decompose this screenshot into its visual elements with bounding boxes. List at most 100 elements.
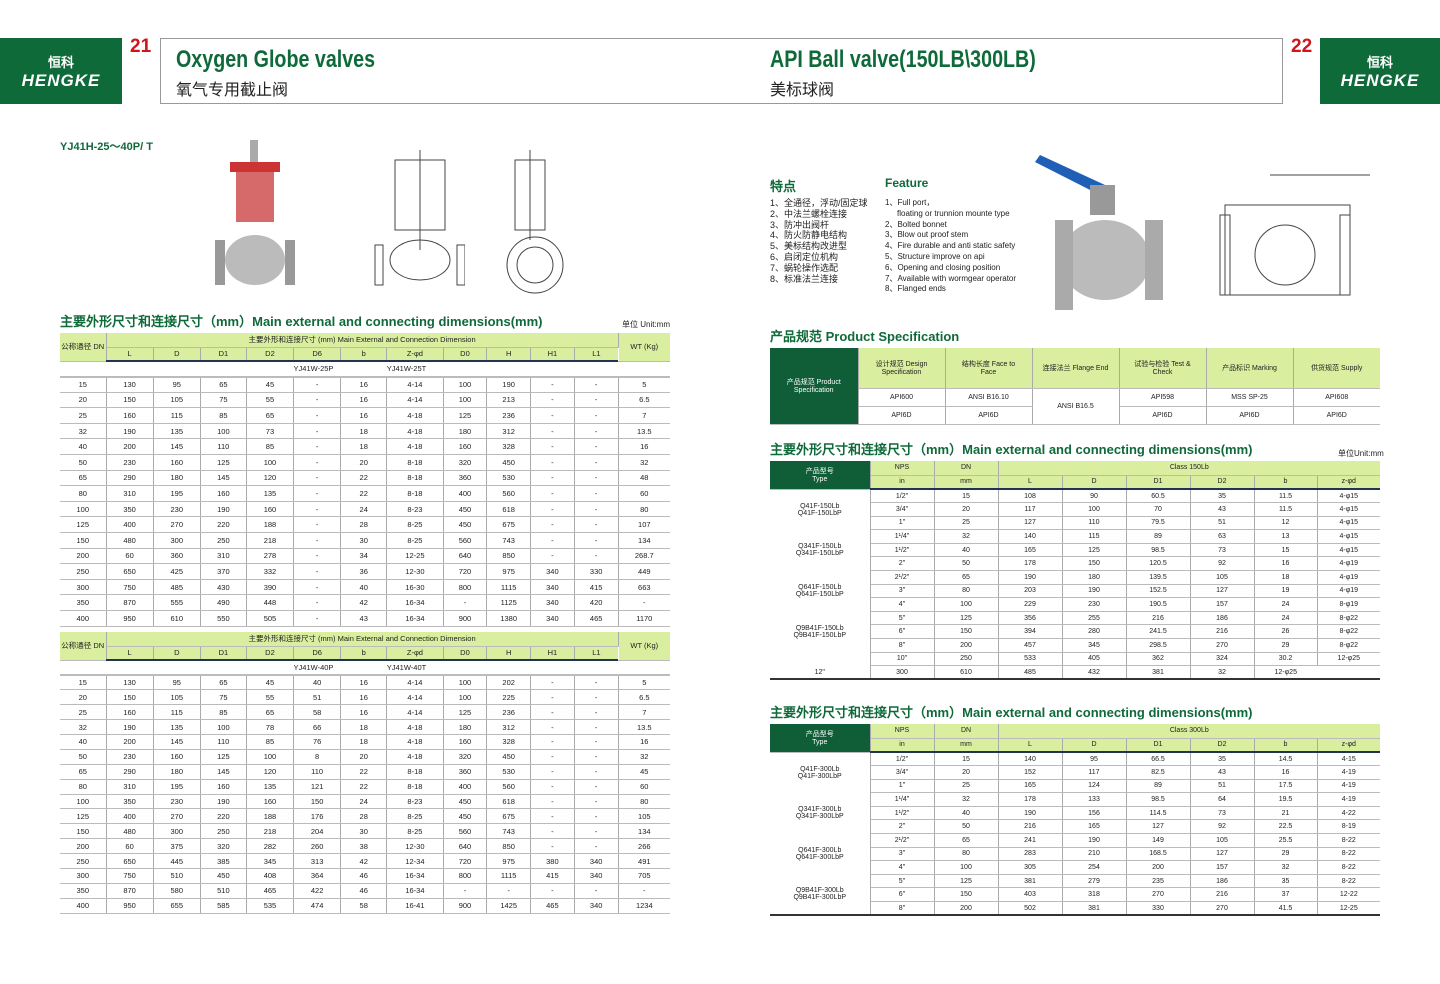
cell: 290 xyxy=(106,764,154,780)
cell: 60.5 xyxy=(1126,489,1191,504)
cell: 127 xyxy=(1190,847,1255,862)
cell: 60 xyxy=(106,838,154,855)
cell: 145 xyxy=(200,470,247,487)
cell: 4" xyxy=(870,597,935,612)
cell: 618 xyxy=(486,794,532,810)
cell: 320 xyxy=(200,838,247,855)
cell: 73 xyxy=(1190,543,1255,558)
feature-cn-item: 2、中法兰螺栓连接 xyxy=(770,208,848,219)
cell: 270 xyxy=(153,516,201,534)
cell: - xyxy=(574,749,619,765)
wt-header: WT (Kg) xyxy=(618,632,670,661)
hengke-logo: 恒科 HENGKE xyxy=(1320,38,1440,104)
cell: 90 xyxy=(1062,489,1127,504)
col-header: D2 xyxy=(1190,475,1255,490)
cell: 55 xyxy=(246,689,295,706)
cell: 5" xyxy=(870,611,935,626)
cell: 40 xyxy=(293,674,342,691)
cell: 474 xyxy=(293,898,342,914)
cell: 80 xyxy=(618,794,670,810)
cell: 32 xyxy=(934,529,999,544)
cell: 12-φ25 xyxy=(1317,652,1381,667)
cell: 160 xyxy=(106,407,154,424)
cell: 510 xyxy=(153,868,201,884)
blank-cell xyxy=(246,660,293,675)
cell: 130 xyxy=(106,674,154,691)
cell: 610 xyxy=(153,610,201,627)
table-row: 4" 100 229 230 190.5 157 24 8-φ19 xyxy=(770,597,1381,612)
dimension-table-0: 公称通径 DN 主要外形和连接尺寸 (mm) Main External and … xyxy=(60,333,670,627)
cell: 58 xyxy=(293,704,342,721)
valve-side-drawing xyxy=(506,150,564,294)
cell: - xyxy=(293,392,342,409)
spec-row-head: 产品规范 Product Specification xyxy=(770,348,859,425)
cell: 17.5 xyxy=(1254,779,1318,794)
cell: 28 xyxy=(340,516,388,534)
globe-valve-photo xyxy=(215,140,295,285)
cell: 18 xyxy=(1254,570,1318,585)
cell: 485 xyxy=(153,579,201,596)
table-row: 1" 25 127 110 79.5 51 12 4-φ15 xyxy=(770,516,1381,531)
table-row: 100 350 230 190 160 150 24 8-23 450 618- -80 xyxy=(60,794,670,810)
cell: 18 xyxy=(340,734,388,750)
cell: 320 xyxy=(443,454,488,471)
cell: 510 xyxy=(200,883,247,899)
cell: 480 xyxy=(106,532,154,549)
table-row: 1" 25 165 124 89 51 17.5 4-19 xyxy=(770,779,1381,794)
cell: 125 xyxy=(443,407,488,424)
cell: 16 xyxy=(340,392,388,409)
cell: 85 xyxy=(246,734,295,750)
cell: 115 xyxy=(1062,529,1127,544)
cell: 381 xyxy=(1062,901,1127,916)
cell: 134 xyxy=(618,532,670,549)
cell: 13 xyxy=(1254,529,1318,544)
col-header: D1 xyxy=(200,646,247,661)
cell: 45 xyxy=(246,674,295,691)
cell: 100 xyxy=(934,860,999,875)
cell: 360 xyxy=(443,470,488,487)
model-label: YJ41W-25P xyxy=(293,364,334,374)
cell: - xyxy=(574,438,619,456)
cell: - xyxy=(530,376,575,393)
cell: 65 xyxy=(246,704,295,721)
cell: 15 xyxy=(60,376,107,393)
col-header: z-φd xyxy=(1317,475,1381,490)
cell: 1234 xyxy=(618,898,670,914)
cell: 51 xyxy=(1190,516,1255,531)
cell: 204 xyxy=(293,823,342,840)
cell: 180 xyxy=(1062,570,1127,585)
cell: 420 xyxy=(574,594,619,611)
cell: 65 xyxy=(60,470,107,487)
cell: 4-φ19 xyxy=(1317,584,1381,599)
cell: 370 xyxy=(200,563,247,580)
cell: 125 xyxy=(60,808,107,825)
table-row: Q41F-150Lb Q41F-150LbP 1/2" 15 108 90 60.5 35 1… xyxy=(770,489,1381,530)
cell: - xyxy=(574,548,619,565)
feature-cn-item: 6、启闭定位机构 xyxy=(770,251,839,262)
feature-cn-item: 8、标准法兰连接 xyxy=(770,273,839,284)
spec-cell: ANSI B16.5 xyxy=(1032,388,1120,425)
cell: 385 xyxy=(200,853,247,869)
cell: 216 xyxy=(998,819,1063,835)
cell: 20 xyxy=(340,749,388,765)
cell: 870 xyxy=(106,594,154,611)
cell: 8-22 xyxy=(1317,833,1381,848)
col-header: H xyxy=(486,347,532,362)
cell: - xyxy=(530,470,575,487)
cell: 12-30 xyxy=(386,563,444,580)
cell: 16 xyxy=(618,734,670,750)
cell: - xyxy=(530,454,575,471)
cell: 380 xyxy=(530,853,575,869)
cell: 8-25 xyxy=(386,516,444,534)
cell: 117 xyxy=(1062,765,1127,780)
cell: 312 xyxy=(486,719,532,735)
cell: 26 xyxy=(1254,624,1318,640)
cell: 403 xyxy=(998,887,1063,903)
table-row: 150 480 300 250 218 204 30 8-25 560 743- -134 xyxy=(60,823,670,840)
cell: 8-25 xyxy=(386,823,444,840)
cell: 340 xyxy=(574,898,619,914)
cell: 32 xyxy=(1190,665,1255,680)
cell: 340 xyxy=(574,853,619,869)
cell: 200 xyxy=(60,548,107,565)
cell: 4-φ19 xyxy=(1317,570,1381,585)
